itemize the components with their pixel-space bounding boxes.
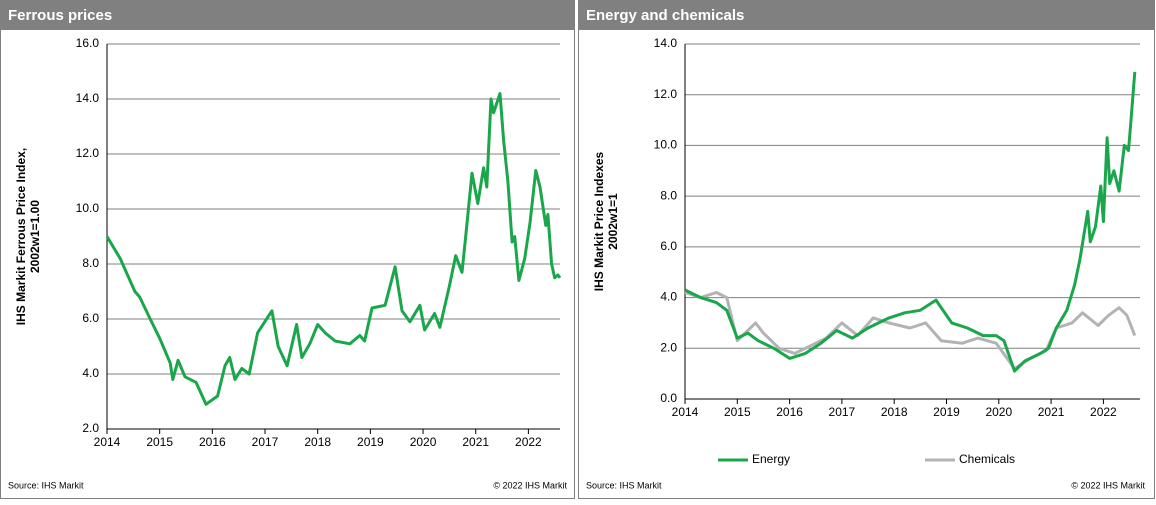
y-tick-label: 4.0 [82,366,99,380]
y-axis-label: IHS Markit Ferrous Price Index, [14,148,28,325]
y-tick-label: 6.0 [660,239,677,253]
panel [578,0,1155,499]
panel-header [0,0,575,30]
data-line [684,291,1137,371]
x-tick-label: 2014 [672,405,699,419]
x-tick-label: 2018 [304,435,331,449]
y-tick-label: 12.0 [654,87,678,101]
y-axis-label: IHS Markit Price Indexes [592,151,606,291]
x-tick-label: 2022 [1090,405,1117,419]
legend-label: Energy [752,452,790,466]
y-tick-label: 14.0 [76,91,100,105]
x-tick-label: 2019 [933,405,960,419]
legend-label: Chemicals [959,452,1015,466]
y-tick-label: 16.0 [76,36,100,50]
x-tick-label: 2018 [881,405,908,419]
data-line [684,71,1137,373]
y-tick-label: 8.0 [660,188,677,202]
y-tick-label: 4.0 [660,290,677,304]
x-tick-label: 2017 [829,405,856,419]
y-axis-label: 2002w1=1.00 [28,200,42,273]
source-note: Source: IHS Markit [8,480,84,490]
x-tick-label: 2020 [985,405,1012,419]
x-tick-label: 2016 [776,405,803,419]
source-note: Source: IHS Markit [586,480,662,490]
y-tick-label: 0.0 [660,391,677,405]
y-tick-label: 2.0 [660,340,677,354]
y-tick-label: 2.0 [82,421,99,435]
x-tick-label: 2021 [462,435,489,449]
x-tick-label: 2015 [724,405,751,419]
panel-title: Ferrous prices [8,7,112,24]
x-tick-label: 2016 [199,435,226,449]
panel [0,0,575,499]
copyright-note: © 2022 IHS Markit [493,480,567,490]
x-tick-label: 2020 [410,435,437,449]
y-tick-label: 8.0 [82,256,99,270]
y-tick-label: 10.0 [76,201,100,215]
x-tick-label: 2017 [252,435,279,449]
x-tick-label: 2021 [1038,405,1065,419]
y-axis-label: 2002w1=1 [606,193,620,250]
data-line [105,92,562,406]
copyright-note: © 2022 IHS Markit [1071,480,1145,490]
y-tick-label: 14.0 [654,36,678,50]
panel-title: Energy and chemicals [586,7,744,24]
y-tick-label: 12.0 [76,146,100,160]
x-tick-label: 2022 [515,435,542,449]
panel-header [578,0,1155,30]
x-tick-label: 2019 [357,435,384,449]
x-tick-label: 2015 [146,435,173,449]
y-tick-label: 6.0 [82,311,99,325]
y-tick-label: 10.0 [654,138,678,152]
x-tick-label: 2014 [94,435,121,449]
